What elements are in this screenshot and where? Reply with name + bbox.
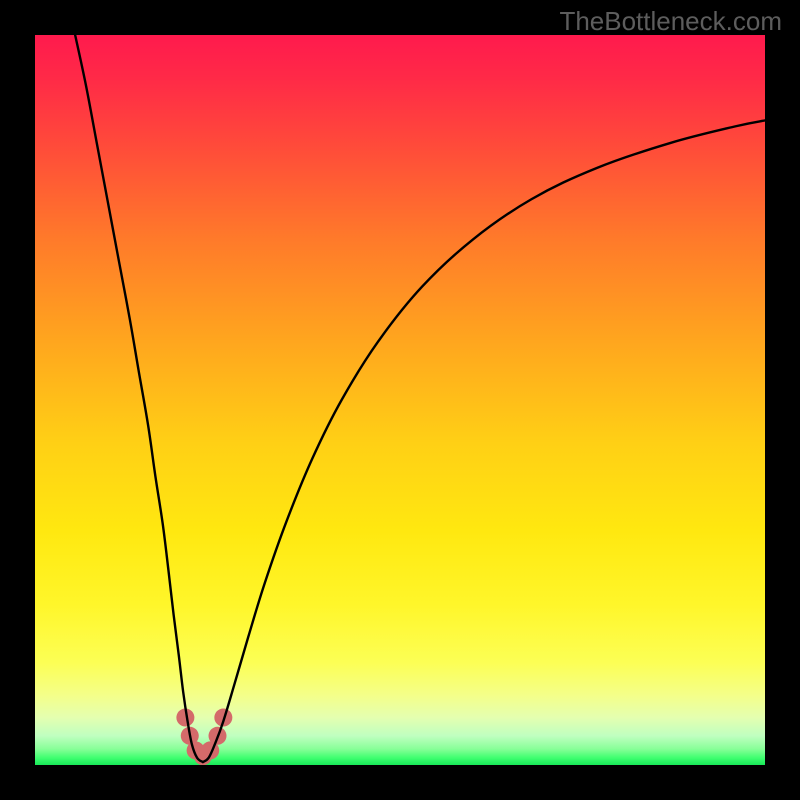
plot-area <box>35 35 765 765</box>
gradient-background <box>35 35 765 765</box>
watermark-text: TheBottleneck.com <box>559 6 782 37</box>
